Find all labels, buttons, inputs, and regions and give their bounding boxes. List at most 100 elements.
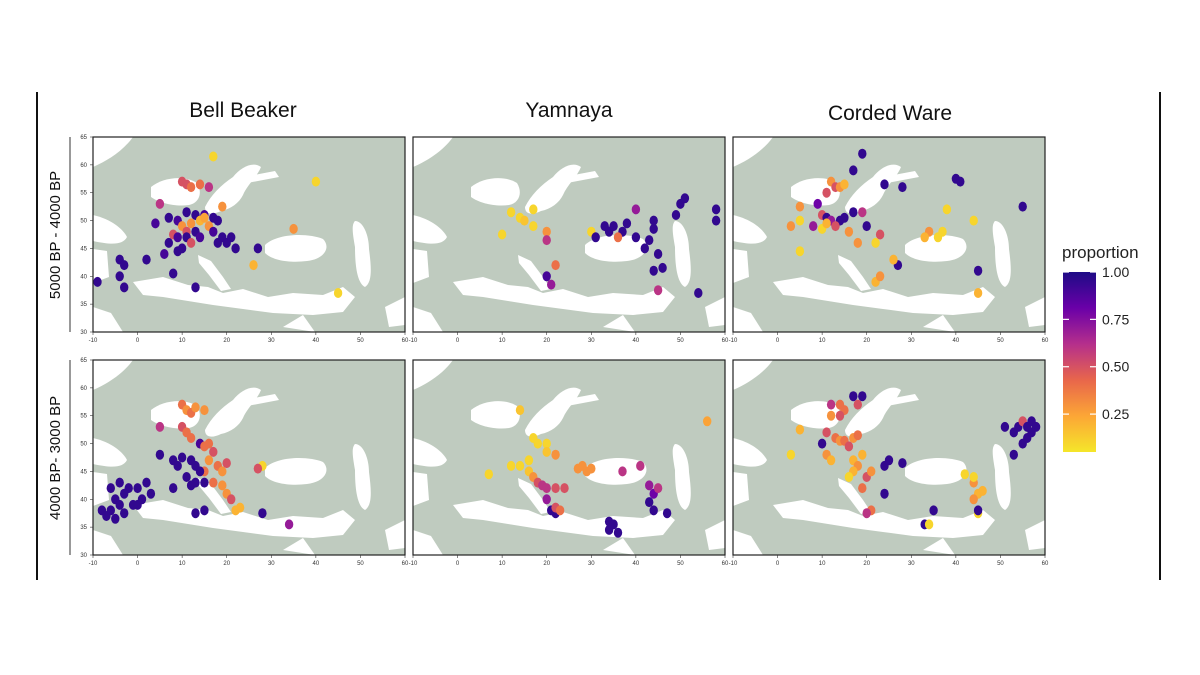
data-point [542, 226, 551, 237]
data-point [506, 207, 516, 218]
x-tick-label: 0 [136, 338, 140, 344]
x-tick-label: -10 [89, 561, 98, 567]
panels-group: -10 0 10 20 30 40 50 60 30 35 40 45 50 55 60 65 -10 0 10 20… [80, 135, 1049, 567]
data-point [200, 477, 209, 488]
data-point [204, 455, 214, 466]
data-point [258, 508, 267, 519]
water-shape [518, 478, 551, 514]
water-shape [283, 538, 315, 555]
x-tick-label: 0 [456, 338, 460, 344]
water-shape [838, 478, 871, 514]
water-shape [733, 249, 749, 283]
data-point [978, 485, 987, 496]
data-point [551, 483, 560, 494]
data-point [920, 232, 929, 243]
data-point [227, 494, 236, 505]
data-point [862, 508, 871, 519]
y-tick-label: 35 [80, 525, 87, 531]
x-tick-label: 20 [863, 338, 870, 344]
data-point [942, 204, 952, 215]
y-tick-label: 50 [80, 442, 87, 448]
water-shape [773, 277, 995, 315]
x-tick-label: 20 [223, 561, 230, 567]
data-point [822, 218, 831, 229]
data-point [844, 226, 854, 237]
x-tick-label: 40 [953, 338, 960, 344]
panel-1-0: -10 0 10 20 30 40 50 60 30 35 40 45 50 55 60 65 [80, 358, 409, 567]
water-shape [791, 401, 840, 429]
data-point [218, 201, 227, 212]
data-point [640, 243, 649, 254]
data-point [809, 221, 818, 232]
water-atlantic-south [413, 307, 443, 332]
panel-border [732, 359, 1046, 556]
data-point [200, 505, 209, 516]
data-point [218, 466, 227, 477]
data-point [969, 215, 978, 226]
y-tick-label: 30 [80, 330, 87, 336]
data-point [151, 218, 160, 229]
data-point [222, 458, 231, 469]
data-point [547, 279, 556, 290]
x-tick-label: 60 [1042, 338, 1049, 344]
data-point [973, 288, 983, 298]
data-point [115, 499, 124, 510]
data-point [155, 198, 165, 209]
x-tick-label: 10 [179, 338, 186, 344]
y-tick-label: 45 [80, 246, 87, 252]
data-point [128, 499, 138, 510]
water-atlantic-north [413, 137, 453, 167]
data-point [622, 218, 632, 229]
data-point [311, 176, 321, 187]
x-tick-label: 50 [677, 561, 684, 567]
data-point [284, 519, 294, 530]
data-point [111, 513, 120, 524]
data-point [858, 449, 867, 460]
data-point [551, 449, 560, 460]
water-atlantic-south [413, 530, 443, 555]
panel-border [412, 136, 726, 333]
data-point [253, 463, 263, 474]
data-point [169, 268, 178, 279]
y-tick-label: 55 [80, 191, 87, 197]
x-tick-label: -10 [729, 561, 738, 567]
data-point [613, 527, 623, 538]
panel-border [732, 136, 1046, 333]
data-point [155, 421, 165, 432]
data-point [960, 469, 969, 480]
water-shape [352, 444, 371, 510]
water-atlantic-north [93, 137, 133, 167]
x-tick-label: 10 [819, 561, 826, 567]
data-point [973, 505, 983, 516]
data-point [200, 405, 209, 416]
data-point [1018, 201, 1027, 212]
panel-1-1: -10 0 10 20 30 40 50 60 [409, 359, 729, 567]
y-tick-label: 65 [80, 135, 87, 141]
panel-border [412, 359, 726, 556]
data-point [817, 438, 827, 449]
data-point [160, 249, 169, 259]
data-point [120, 260, 129, 271]
data-point [711, 215, 721, 226]
y-tick-label: 55 [80, 414, 87, 420]
data-point [191, 508, 200, 519]
data-point [636, 460, 645, 471]
data-point [120, 488, 129, 499]
data-point [506, 460, 516, 471]
data-point [862, 221, 871, 232]
data-point [173, 232, 182, 243]
water-atlantic-south [93, 530, 123, 555]
panel-map [413, 360, 725, 555]
data-point [858, 148, 867, 159]
row-title-5000-4000: 5000 BP - 4000 BP [47, 171, 64, 299]
data-point [956, 176, 965, 187]
data-point [929, 505, 938, 516]
data-point [813, 198, 822, 209]
data-point [645, 497, 654, 508]
data-point [142, 477, 151, 488]
data-point [169, 455, 178, 466]
data-point [1018, 438, 1027, 449]
water-shape [93, 215, 127, 244]
data-point [186, 480, 196, 491]
data-point [858, 483, 867, 494]
